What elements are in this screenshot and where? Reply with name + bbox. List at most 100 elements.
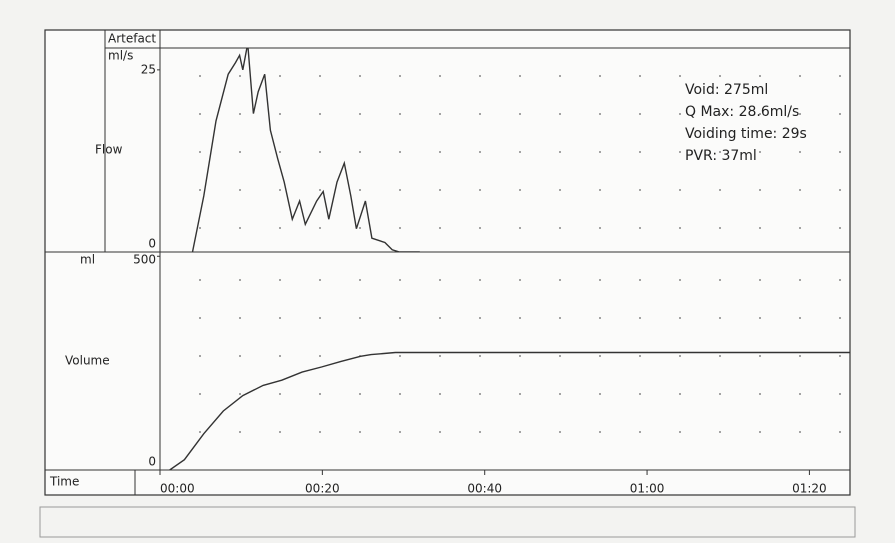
grid-dot (199, 317, 201, 319)
grid-dot (439, 431, 441, 433)
grid-dot (679, 113, 681, 115)
grid-dot (559, 317, 561, 319)
grid-dot (439, 151, 441, 153)
grid-dot (839, 431, 841, 433)
grid-dot (319, 151, 321, 153)
grid-dot (359, 113, 361, 115)
grid-dot (759, 317, 761, 319)
grid-dot (599, 431, 601, 433)
grid-dot (759, 431, 761, 433)
grid-dot (279, 189, 281, 191)
grid-dot (519, 393, 521, 395)
grid-dot (679, 75, 681, 77)
annotation: Voiding time: 29s (685, 126, 807, 142)
grid-dot (319, 355, 321, 357)
grid-dot (839, 355, 841, 357)
grid-dot (359, 189, 361, 191)
grid-dot (759, 113, 761, 115)
grid-dot (319, 227, 321, 229)
grid-dot (719, 317, 721, 319)
grid-dot (639, 431, 641, 433)
lower-box (39, 506, 856, 538)
grid-dot (239, 355, 241, 357)
grid-dot (719, 431, 721, 433)
y-tick-label: 0 (148, 237, 156, 251)
annotations: Void: 275ml Q Max: 28.6ml/s Voiding time: … (685, 82, 807, 164)
grid-dot (199, 279, 201, 281)
grid-dot (479, 393, 481, 395)
grid-dot (679, 317, 681, 319)
unit-label: ml/s (108, 49, 133, 63)
annotation: PVR: 37ml (685, 148, 757, 164)
grid-dot (199, 189, 201, 191)
grid-dot (479, 431, 481, 433)
grid-dot (519, 189, 521, 191)
grid-dot (439, 355, 441, 357)
y-tick-label: 25 (141, 62, 156, 76)
grid-dot (359, 317, 361, 319)
grid-dot (279, 317, 281, 319)
grid-dot (359, 393, 361, 395)
grid-dot (839, 317, 841, 319)
grid-dot (559, 75, 561, 77)
grid-dot (799, 317, 801, 319)
grid-dot (519, 431, 521, 433)
grid-dot (599, 113, 601, 115)
grid-dot (599, 227, 601, 229)
grid-dot (279, 393, 281, 395)
grid-dot (399, 113, 401, 115)
x-tick-label: 00:00 (160, 482, 195, 496)
grid-dot (639, 317, 641, 319)
grid-dot (519, 151, 521, 153)
grid-dot (399, 75, 401, 77)
grid-dot (279, 355, 281, 357)
grid-dot (759, 189, 761, 191)
grid-dot (319, 113, 321, 115)
grid-dot (799, 75, 801, 77)
grid-dot (599, 151, 601, 153)
y-tick-label: 0 (148, 455, 156, 469)
grid-dot (319, 393, 321, 395)
grid-dot (759, 151, 761, 153)
grid-dot (759, 355, 761, 357)
grid-dot (559, 279, 561, 281)
grid-dot (239, 75, 241, 77)
artefact-label: Artefact (108, 32, 156, 46)
grid-dot (399, 355, 401, 357)
grid-dot (559, 355, 561, 357)
grid-dot (599, 317, 601, 319)
data-line (169, 351, 850, 470)
grid-dot (599, 189, 601, 191)
grid-dot (639, 75, 641, 77)
grid-dot (479, 113, 481, 115)
grid-dot (839, 151, 841, 153)
grid-dot (679, 355, 681, 357)
grid-dot (399, 317, 401, 319)
grid-dot (599, 75, 601, 77)
grid-dot (399, 189, 401, 191)
grid-dot (839, 189, 841, 191)
grid-dot (399, 151, 401, 153)
grid-dot (679, 279, 681, 281)
grid-dot (239, 431, 241, 433)
grid-dot (399, 393, 401, 395)
grid-dot (359, 431, 361, 433)
grid-dot (519, 355, 521, 357)
grid-dot (719, 355, 721, 357)
grid-dot (599, 393, 601, 395)
grid-dot (479, 75, 481, 77)
grid-dot (479, 189, 481, 191)
data-line (191, 48, 420, 252)
grid-dot (799, 393, 801, 395)
grid-dot (639, 393, 641, 395)
grid-dot (679, 189, 681, 191)
grid-dot (719, 151, 721, 153)
grid-dot (759, 75, 761, 77)
grid-dot (639, 113, 641, 115)
grid-dot (719, 75, 721, 77)
grid-dot (439, 227, 441, 229)
dot-grid (199, 75, 841, 433)
grid-dot (759, 393, 761, 395)
y-axis-label: Volume (65, 354, 110, 368)
grid-dot (239, 393, 241, 395)
